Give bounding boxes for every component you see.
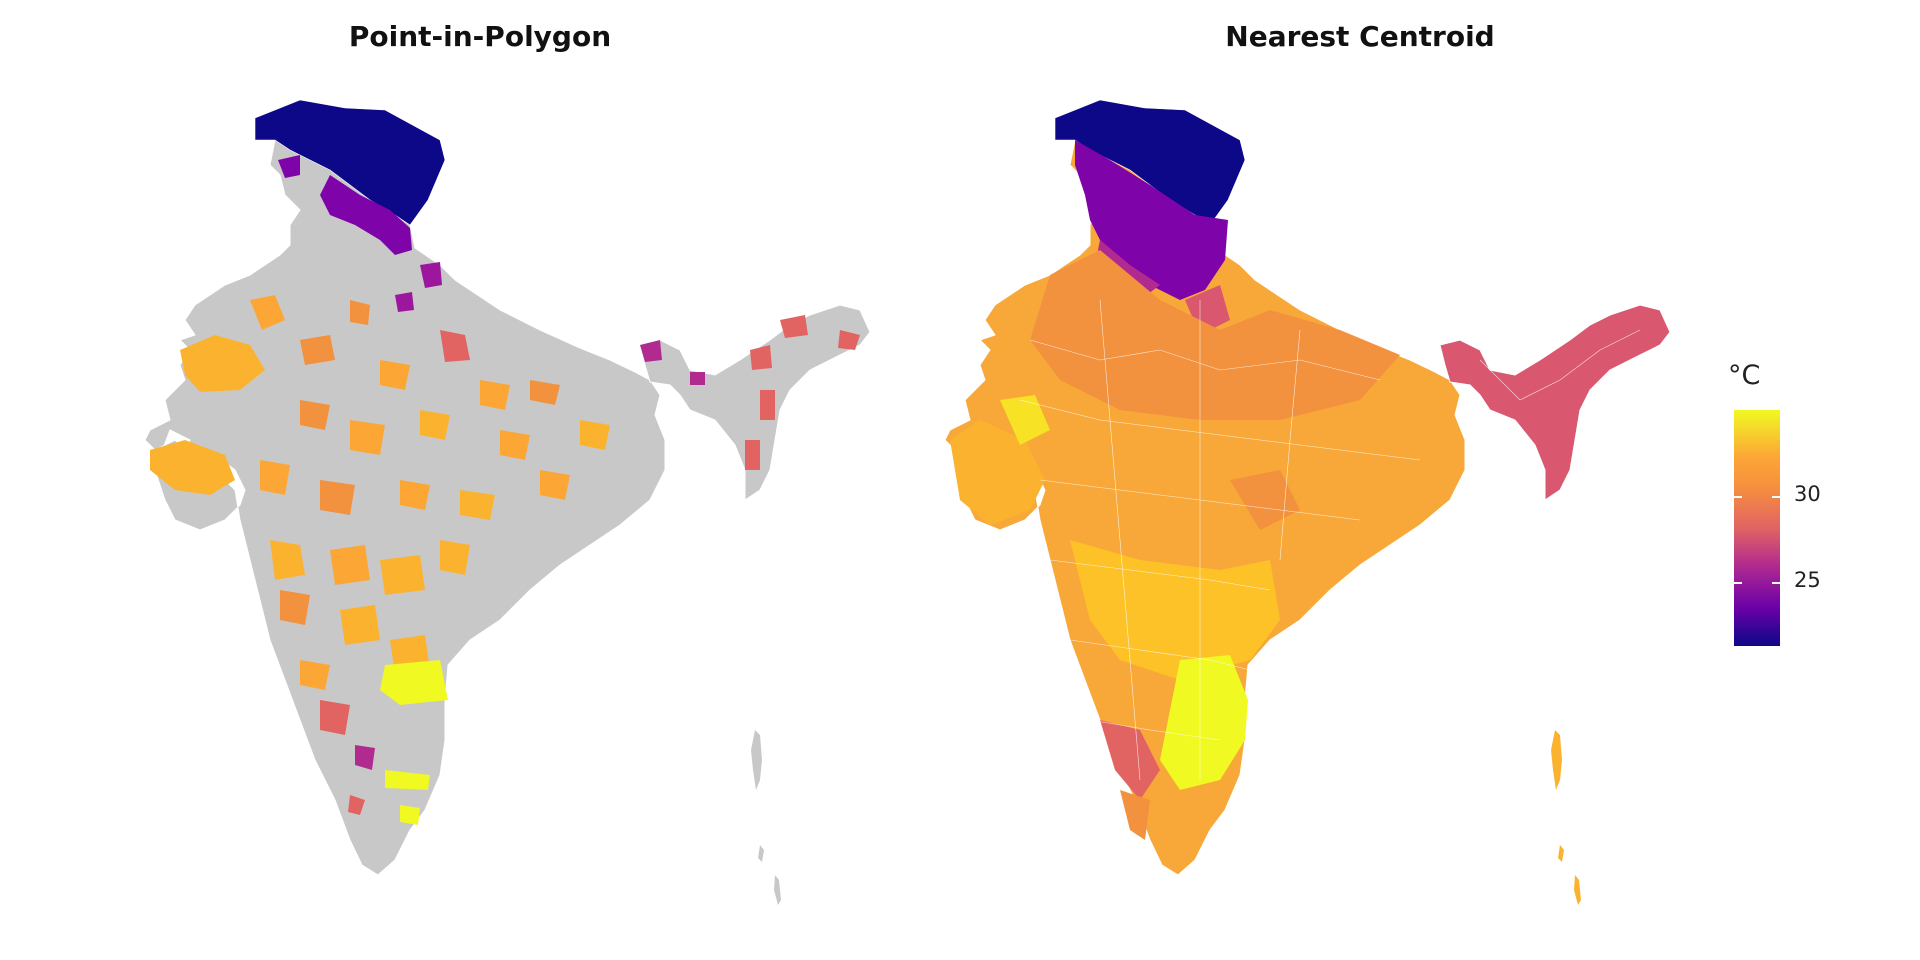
- legend-tick-25: [1772, 582, 1780, 584]
- color-legend: °C 30 25: [1728, 360, 1878, 660]
- legend-colorbar: [1734, 410, 1780, 646]
- legend-label-25: 25: [1794, 568, 1821, 592]
- map-point-in-polygon: [144, 99, 871, 905]
- legend-tick-30: [1772, 496, 1780, 498]
- district-patches-left: [150, 295, 860, 825]
- panel-title: Nearest Centroid: [1225, 20, 1495, 53]
- legend-title: °C: [1728, 360, 1761, 391]
- legend-tick-30-left: [1734, 496, 1742, 498]
- legend-tick-25-left: [1734, 582, 1742, 584]
- panel-point-in-polygon: Point-in-Polygon: [348, 20, 612, 53]
- map-nearest-centroid: [944, 99, 1671, 905]
- legend-label-30: 30: [1794, 482, 1821, 506]
- panel-title: Point-in-Polygon: [348, 20, 612, 53]
- panel-nearest-centroid: Nearest Centroid: [930, 0, 1790, 960]
- district-borders-right: [1019, 299, 1641, 781]
